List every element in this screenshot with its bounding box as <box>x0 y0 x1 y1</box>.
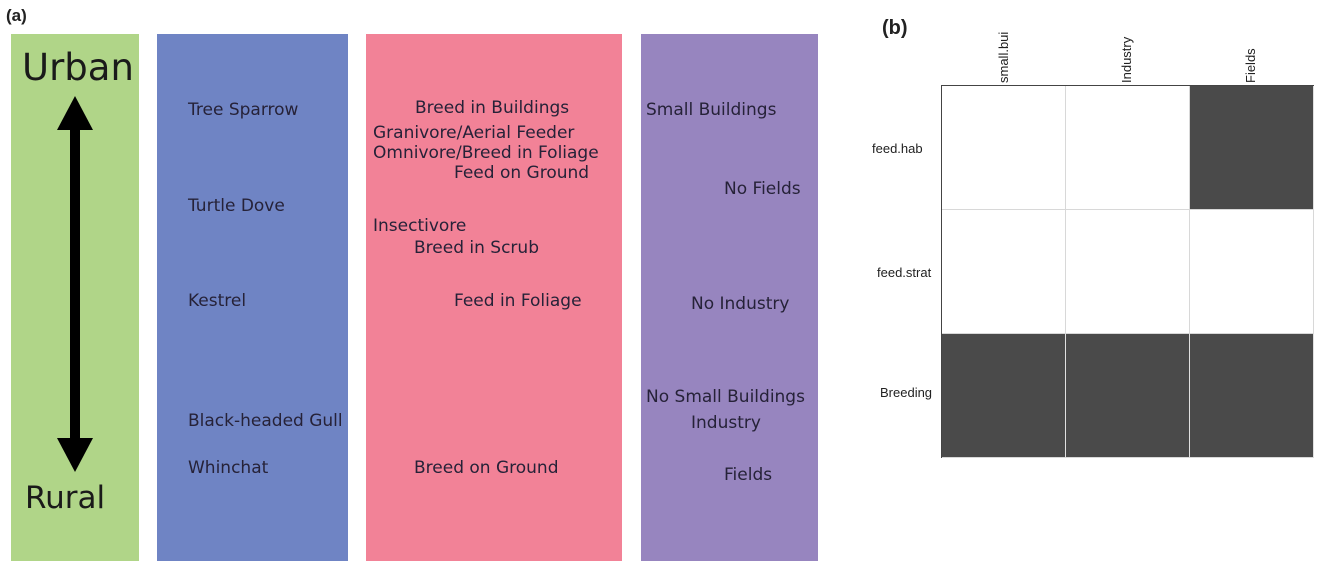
species-kestrel: Kestrel <box>188 291 247 311</box>
matrix-cell-feed-strat-small-bui <box>942 210 1066 334</box>
environment-column: Small Buildings No Fields No Industry No… <box>641 34 818 561</box>
double-arrow-icon <box>57 96 93 472</box>
traits-column: Breed in Buildings Granivore/Aerial Feed… <box>366 34 622 561</box>
column-label-small-bui: small.bui <box>996 31 1011 83</box>
matrix-cell-feed-hab-small-bui <box>942 86 1066 210</box>
trait-breed-in-buildings: Breed in Buildings <box>415 98 570 118</box>
panel-b-label: (b) <box>882 17 908 39</box>
column-label-industry: Industry <box>1119 36 1134 83</box>
matrix-cell-Breeding-Fields <box>1190 334 1314 458</box>
env-fields: Fields <box>724 465 773 485</box>
env-no-small-buildings: No Small Buildings <box>646 387 805 407</box>
urban-rural-column: Urban Rural <box>11 34 139 561</box>
matrix-cell-Breeding-Industry <box>1066 334 1190 458</box>
row-label-breeding: Breeding <box>880 385 933 400</box>
rural-label: Rural <box>25 480 106 516</box>
trait-breed-in-scrub: Breed in Scrub <box>414 238 539 258</box>
env-small-buildings: Small Buildings <box>646 100 777 120</box>
trait-insectivore: Insectivore <box>373 216 467 236</box>
species-turtle-dove: Turtle Dove <box>188 196 285 216</box>
row-label-feed-strat: feed.strat <box>877 265 932 280</box>
panel-a-label: (a) <box>6 6 27 25</box>
trait-granivore-aerial-feeder: Granivore/Aerial Feeder <box>373 123 575 143</box>
trait-omnivore-breed-in-foliage: Omnivore/Breed in Foliage <box>373 143 599 163</box>
env-industry: Industry <box>691 413 761 433</box>
species-tree-sparrow: Tree Sparrow <box>188 100 299 120</box>
column-label-fields: Fields <box>1243 48 1258 83</box>
row-label-feed-hab: feed.hab <box>872 141 923 156</box>
matrix-cell-feed-hab-Fields <box>1190 86 1314 210</box>
urban-label: Urban <box>22 46 134 89</box>
trait-feed-on-ground: Feed on Ground <box>454 163 590 183</box>
species-whinchat: Whinchat <box>188 458 269 478</box>
trait-feed-in-foliage: Feed in Foliage <box>454 291 582 311</box>
species-black-headed-gull: Black-headed Gull <box>188 411 343 431</box>
matrix-cell-feed-strat-Industry <box>1066 210 1190 334</box>
association-matrix <box>941 85 1314 458</box>
matrix-cell-feed-hab-Industry <box>1066 86 1190 210</box>
env-no-industry: No Industry <box>691 294 790 314</box>
env-no-fields: No Fields <box>724 179 801 199</box>
trait-breed-on-ground: Breed on Ground <box>414 458 559 478</box>
species-column: Tree Sparrow Turtle Dove Kestrel Black-h… <box>157 34 348 561</box>
matrix-cell-feed-strat-Fields <box>1190 210 1314 334</box>
matrix-cell-Breeding-small-bui <box>942 334 1066 458</box>
